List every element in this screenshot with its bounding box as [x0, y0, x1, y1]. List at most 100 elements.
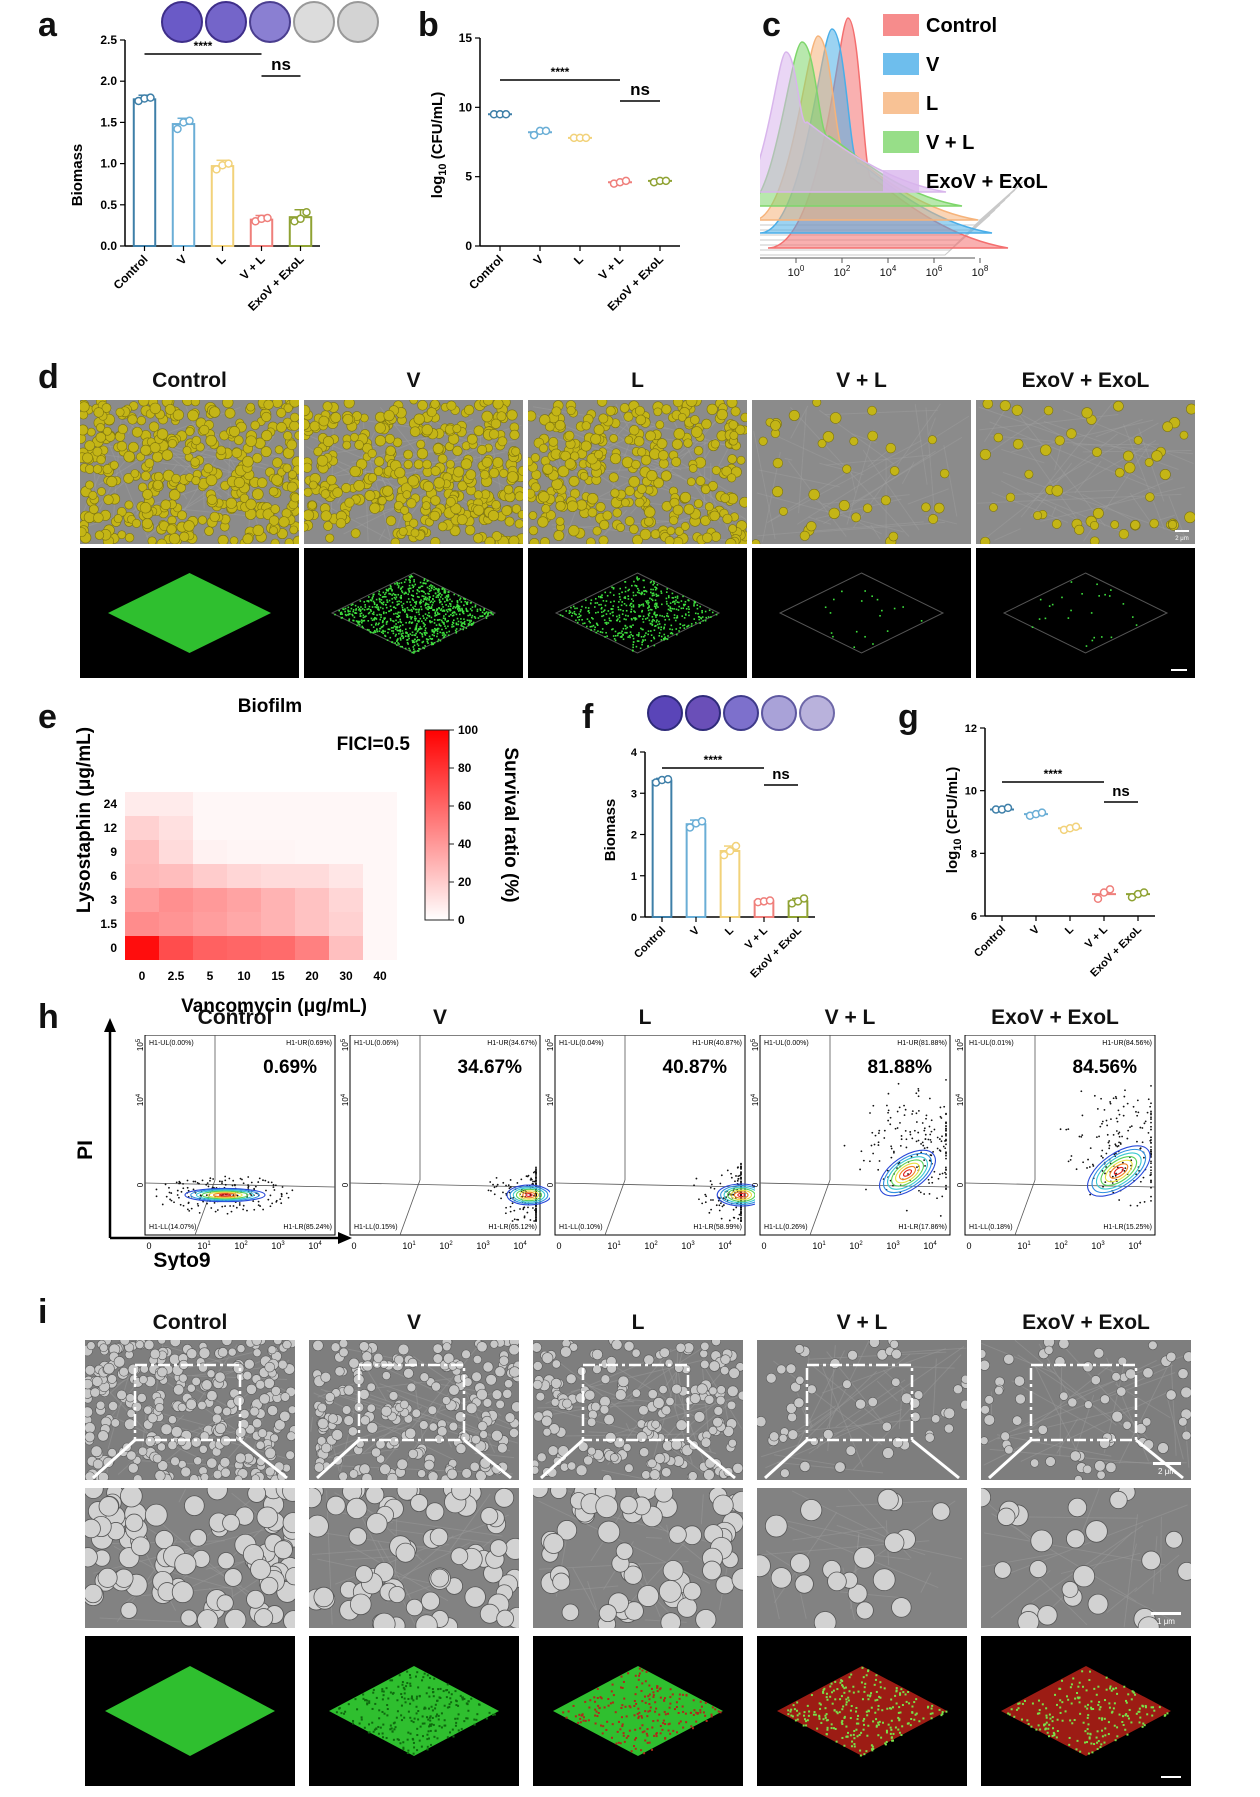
fluorescent-spot: [595, 631, 598, 634]
data-point: [765, 896, 775, 905]
fluorescent-spot: [604, 591, 607, 594]
event-dot: [1112, 1097, 1115, 1100]
event-dot: [936, 1136, 939, 1139]
fluorescent-spot: [424, 603, 427, 605]
bar: [719, 850, 741, 918]
event-dot: [928, 1097, 931, 1100]
fluorescent-spot: [413, 608, 415, 610]
fluorescent-spot: [1131, 616, 1134, 618]
surface-scratch: [1026, 491, 1125, 534]
fluorescent-spot: [382, 624, 385, 627]
bacterium-cell: [695, 476, 706, 486]
fluorescent-spot: [406, 632, 408, 634]
fluorescent-spot: [453, 619, 455, 622]
fluorescent-spot: [683, 624, 686, 626]
fluorescent-spot: [463, 622, 465, 624]
fluorescent-spot: [390, 587, 392, 590]
fluorescent-spot: [373, 631, 375, 634]
quadrant-ll-label: H1-LL(0.10%): [559, 1224, 603, 1231]
bacterium-cell: [602, 510, 613, 521]
fluorescent-spot: [421, 620, 423, 623]
event-dot: [927, 1178, 930, 1181]
bacterium-cell: [157, 1366, 168, 1378]
event-dot: [281, 1186, 284, 1188]
bacterium-cell: [700, 515, 711, 526]
event-dot: [285, 1192, 288, 1195]
bacterium-cell: [482, 1361, 494, 1373]
event-dot: [179, 1203, 182, 1206]
bacterium-cell: [464, 525, 476, 536]
bacterium-cell: [373, 466, 384, 476]
significance-stars: ****: [704, 753, 723, 767]
fluorescent-spot: [603, 609, 606, 611]
quadrant-ur-label: H1-UR(0.69%): [286, 1040, 332, 1047]
fluorescent-spot: [667, 615, 670, 618]
fluorescent-spot: [638, 592, 641, 594]
event-dot: [740, 1180, 742, 1183]
event-dot: [178, 1196, 180, 1199]
quadrant-ll-label: H1-LL(0.18%): [969, 1224, 1013, 1231]
bacterium-cell: [320, 489, 331, 499]
bacterium-cell: [673, 428, 685, 440]
data-point: [1003, 803, 1013, 813]
bacterium-cell: [1133, 435, 1143, 445]
fluorescent-spot: [446, 595, 448, 598]
bacterium-cell: [671, 438, 683, 450]
event-dot: [1101, 1149, 1104, 1152]
event-dot: [226, 1212, 229, 1215]
plate-image: [249, 1, 291, 43]
fluorescent-spot: [630, 633, 632, 636]
fluorescent-spot: [470, 622, 473, 625]
bacterium-cell: [374, 422, 386, 434]
fluorescent-spot: [675, 617, 678, 619]
tick-base: 10: [546, 1042, 555, 1051]
bacterium-cell: [348, 1469, 359, 1479]
bacterium-cell: [413, 459, 424, 470]
bacterium-cell: [354, 440, 364, 450]
bacterium-cell: [590, 433, 602, 445]
surface-scratch: [790, 405, 809, 439]
fluorescent-spot: [393, 613, 395, 615]
fluorescent-spot: [667, 604, 670, 607]
fluorescent-spot: [376, 604, 378, 607]
fluorescent-spot: [607, 610, 610, 612]
bacterium-cell: [342, 413, 354, 425]
fluorescent-spot: [446, 631, 448, 634]
bacterium-cell: [568, 525, 580, 537]
fluorescent-spot: [683, 627, 686, 629]
x-tick-label: Control: [972, 924, 1008, 960]
fluorescent-spot: [450, 613, 452, 616]
fluorescent-spot: [425, 607, 427, 609]
event-dot: [738, 1174, 741, 1177]
event-dot: [1136, 1140, 1138, 1143]
heatmap-cell: [295, 816, 329, 840]
fluorescent-spot: [434, 629, 437, 632]
histogram-exovexol: [760, 51, 947, 193]
fluorescent-spot: [674, 603, 676, 605]
flow-plot: H1-UL(0.04%) H1-UR(40.87%)H1-LL(0.10%) H1-…: [546, 1035, 755, 1251]
fluorescent-spot: [647, 603, 649, 605]
bacterium-cell: [235, 1452, 246, 1464]
fluorescent-spot: [368, 596, 370, 598]
fluorescent-spot: [350, 604, 353, 606]
fluorescent-spot: [647, 614, 650, 617]
fluorescent-spot: [390, 608, 392, 611]
bacterium-cell: [503, 484, 514, 495]
fluorescent-spot: [391, 598, 393, 600]
fluorescent-spot: [424, 633, 426, 635]
fluorescent-spot: [420, 599, 422, 601]
fluorescent-spot: [411, 621, 414, 624]
bacterium-cell: [93, 407, 104, 418]
bacterium-cell: [282, 1512, 295, 1534]
fluorescent-spot: [633, 617, 635, 619]
bacterium-cell: [704, 502, 714, 512]
data-point: [529, 130, 539, 140]
fluorescent-spot: [893, 607, 896, 610]
fluorescent-spot: [621, 613, 624, 615]
bacterium-cell: [679, 491, 692, 503]
event-dot: [920, 1143, 922, 1145]
bacterium-cell: [272, 400, 283, 408]
bacterium-cell: [185, 426, 195, 436]
bacterium-cell: [343, 400, 355, 409]
fluorescent-spot: [443, 615, 445, 617]
